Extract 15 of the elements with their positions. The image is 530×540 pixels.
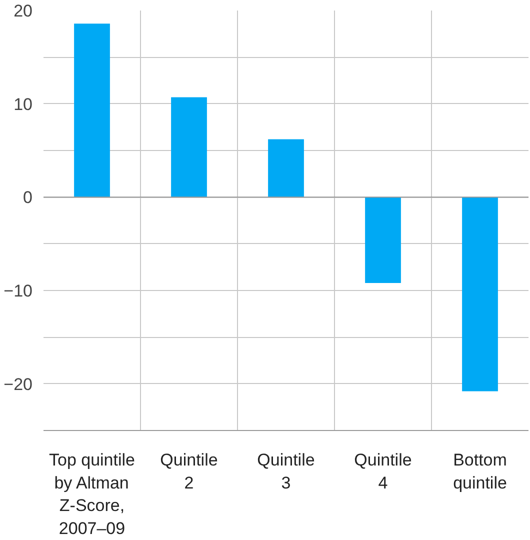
x-tick-label: Quintile 4 <box>354 450 412 492</box>
bar <box>365 197 401 284</box>
x-tick-label: Quintile 2 <box>160 450 218 492</box>
x-tick-label: Bottom quintile <box>453 450 507 492</box>
y-tick-label: 20 <box>14 2 33 20</box>
x-tick-label: Top quintile by Altman Z-Score, 2007–09 <box>49 450 136 538</box>
bar <box>268 139 304 198</box>
x-tick-label: Quintile 3 <box>257 450 315 492</box>
bar <box>462 197 498 392</box>
y-tick-label: −20 <box>4 374 33 394</box>
y-tick-label: 0 <box>23 188 33 208</box>
y-tick-label: −10 <box>4 282 33 300</box>
y-tick-label: 10 <box>14 94 33 114</box>
bar <box>74 24 110 198</box>
bar <box>171 97 207 198</box>
